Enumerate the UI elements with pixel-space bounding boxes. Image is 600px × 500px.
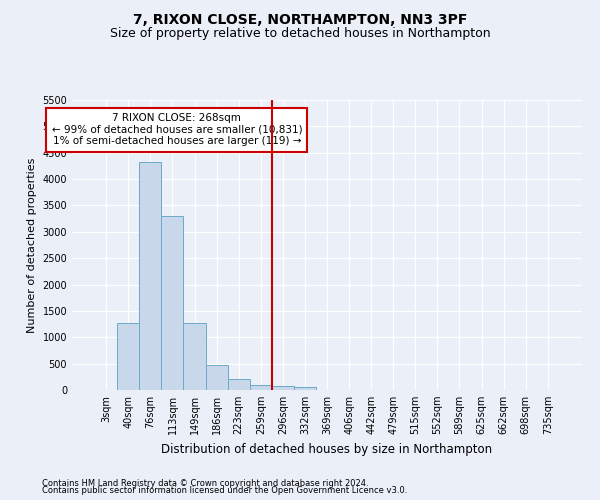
Bar: [294, 388, 316, 390]
Bar: [272, 386, 294, 390]
Bar: [227, 379, 250, 390]
Text: 7 RIXON CLOSE: 268sqm
← 99% of detached houses are smaller (10,831)
1% of semi-d: 7 RIXON CLOSE: 268sqm ← 99% of detached …: [52, 113, 302, 146]
Bar: [117, 323, 139, 390]
Text: Contains public sector information licensed under the Open Government Licence v3: Contains public sector information licen…: [42, 486, 407, 495]
Text: Contains HM Land Registry data © Crown copyright and database right 2024.: Contains HM Land Registry data © Crown c…: [42, 478, 368, 488]
Bar: [139, 162, 161, 390]
X-axis label: Distribution of detached houses by size in Northampton: Distribution of detached houses by size …: [161, 442, 493, 456]
Bar: [161, 216, 184, 390]
Text: 7, RIXON CLOSE, NORTHAMPTON, NN3 3PF: 7, RIXON CLOSE, NORTHAMPTON, NN3 3PF: [133, 12, 467, 26]
Bar: [184, 322, 206, 390]
Bar: [206, 364, 227, 390]
Text: Size of property relative to detached houses in Northampton: Size of property relative to detached ho…: [110, 28, 490, 40]
Y-axis label: Number of detached properties: Number of detached properties: [27, 158, 37, 332]
Bar: [250, 386, 272, 390]
